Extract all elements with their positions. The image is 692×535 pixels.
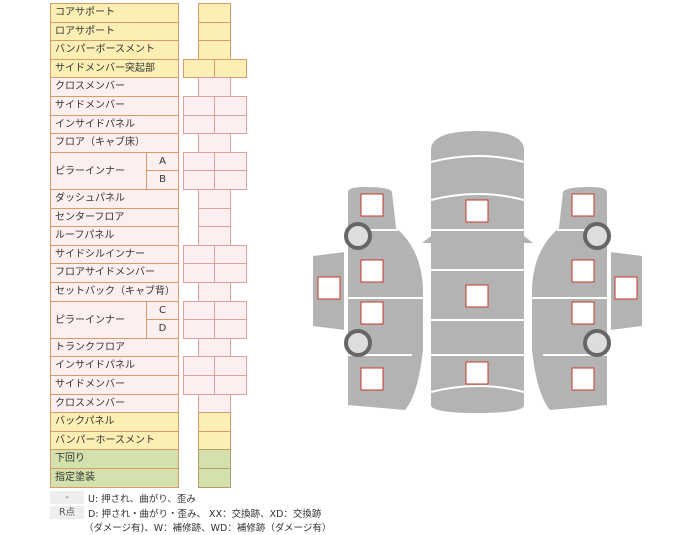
damage-marker-box[interactable] bbox=[317, 276, 341, 300]
damage-marker-box[interactable] bbox=[571, 259, 595, 283]
row-label: 指定塗装 bbox=[50, 468, 179, 488]
row-label: ピラーインナー bbox=[50, 151, 147, 190]
tire-icon bbox=[583, 329, 611, 357]
row-label: ピラーインナー bbox=[50, 300, 147, 339]
legend-text-u: U: 押され、曲がり、歪み bbox=[88, 494, 196, 505]
damage-marker-box[interactable] bbox=[571, 193, 595, 217]
legend-key-r: R点 bbox=[50, 506, 84, 519]
legend-key-dash: - bbox=[50, 491, 84, 504]
tire-icon bbox=[344, 222, 372, 250]
panel-lines bbox=[344, 155, 611, 393]
damage-marker-box[interactable] bbox=[360, 367, 384, 391]
damage-marker-box[interactable] bbox=[571, 301, 595, 325]
legend-text-d-cont: （ダメージ有)、W：補修跡、WD：補修跡（ダメージ有） bbox=[84, 523, 332, 534]
tire-icon bbox=[583, 222, 611, 250]
damage-marker-box[interactable] bbox=[360, 193, 384, 217]
damage-marker-box[interactable] bbox=[465, 199, 489, 223]
damage-marker-box[interactable] bbox=[614, 276, 638, 300]
tire-icon bbox=[344, 329, 372, 357]
legend-text-d: D: 押され・曲がり・歪み、 XX：交換跡、XD：交換跡 bbox=[88, 509, 322, 520]
damage-markers bbox=[317, 193, 638, 391]
damage-marker-box[interactable] bbox=[465, 284, 489, 308]
damage-marker-box[interactable] bbox=[571, 367, 595, 391]
damage-marker-box[interactable] bbox=[360, 301, 384, 325]
tires bbox=[344, 222, 611, 357]
car-top-view bbox=[431, 131, 524, 413]
damage-marker-box[interactable] bbox=[360, 259, 384, 283]
check-cell[interactable] bbox=[198, 468, 231, 488]
damage-marker-box[interactable] bbox=[465, 361, 489, 385]
